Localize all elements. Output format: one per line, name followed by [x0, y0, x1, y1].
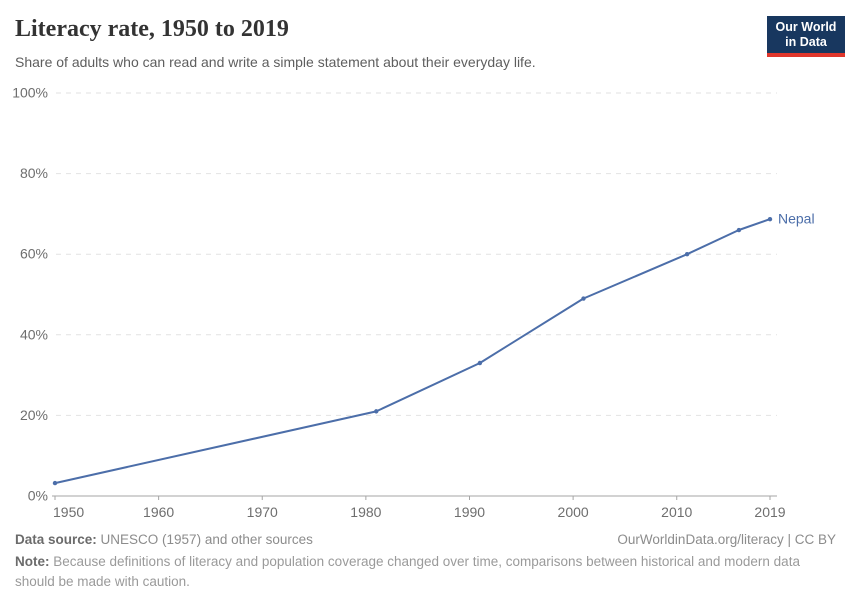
x-tick-label: 1950 — [53, 504, 84, 520]
data-point-marker — [736, 227, 742, 233]
data-point-marker — [581, 296, 586, 301]
owid-logo-line2: in Data — [785, 35, 827, 49]
data-point-marker — [767, 216, 773, 222]
x-tick-label: 1960 — [143, 504, 174, 520]
y-tick-label: 40% — [20, 326, 48, 342]
y-tick-label: 0% — [28, 488, 48, 504]
data-source-label: Data source: — [15, 532, 97, 547]
data-point-marker — [374, 409, 379, 414]
license-link[interactable]: OurWorldinData.org/literacy | CC BY — [617, 532, 836, 547]
y-tick-label: 60% — [20, 246, 48, 262]
series-label-nepal: Nepal — [778, 211, 815, 227]
y-tick-label: 80% — [20, 165, 48, 181]
footer-source-row: Data source: UNESCO (1957) and other sou… — [15, 532, 836, 547]
x-tick-label: 2019 — [754, 504, 785, 520]
note-text: Because definitions of literacy and popu… — [15, 554, 800, 589]
data-point-marker — [477, 360, 483, 366]
chart-header: Literacy rate, 1950 to 2019 Share of adu… — [15, 16, 735, 71]
footer-note: Note: Because definitions of literacy an… — [15, 552, 810, 591]
series-line-nepal — [54, 218, 771, 485]
owid-logo: Our World in Data — [767, 16, 845, 57]
chart-subtitle: Share of adults who can read and write a… — [15, 53, 536, 70]
data-source-text: UNESCO (1957) and other sources — [96, 532, 313, 547]
x-tick-label: 2000 — [558, 504, 589, 520]
note-label: Note: — [15, 554, 50, 569]
x-tick-label: 1990 — [454, 504, 485, 520]
x-tick-label: 1970 — [247, 504, 278, 520]
x-tick-label: 1980 — [350, 504, 381, 520]
owid-logo-line1: Our World — [775, 20, 837, 34]
data-source: Data source: UNESCO (1957) and other sou… — [15, 532, 313, 547]
page-title: Literacy rate, 1950 to 2019 — [15, 16, 289, 42]
y-tick-label: 100% — [12, 85, 48, 101]
data-point-marker — [52, 480, 58, 486]
y-tick-label: 20% — [20, 407, 48, 423]
data-point-marker — [684, 252, 690, 257]
x-tick-label: 2010 — [661, 504, 692, 520]
